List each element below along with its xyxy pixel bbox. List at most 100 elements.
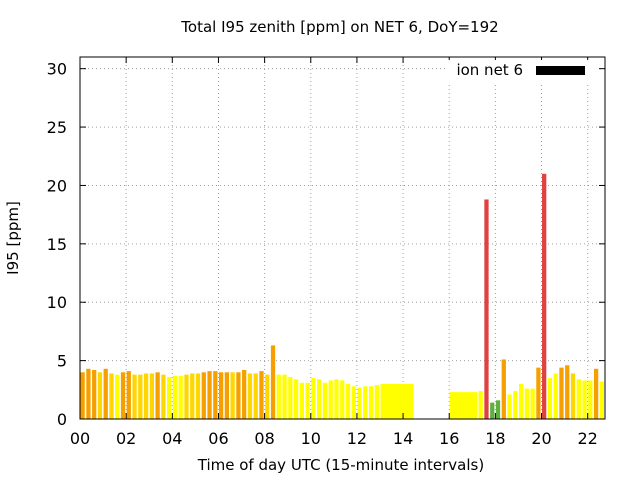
bar [513,390,518,419]
bar [490,402,495,419]
x-axis-title: Time of day UTC (15-minute intervals) [197,456,484,474]
bar [542,173,547,419]
bar [547,378,553,419]
bar [190,373,195,419]
bar [138,374,143,419]
y-tick-label: 25 [47,118,67,137]
bar [599,381,604,419]
bar [374,385,379,419]
bar [218,372,224,419]
bar [236,372,241,419]
bar [178,375,183,419]
bar [484,199,489,419]
y-tick-label: 5 [57,352,67,371]
bar [143,373,149,419]
bar [155,372,160,419]
bar [247,373,253,419]
bar [518,383,524,419]
bar [149,373,154,419]
grid [80,57,605,419]
x-tick-label: 12 [347,429,367,448]
bar [126,371,131,419]
x-tick-label: 22 [578,429,598,448]
bar [495,400,501,419]
legend-swatch [536,66,585,75]
bar [576,379,581,419]
bar [253,373,258,419]
bar [588,380,593,419]
y-axis-title: I95 [ppm] [4,201,22,275]
bar [120,372,126,419]
bar [265,374,270,419]
x-tick-label: 10 [301,429,321,448]
bar [109,373,114,419]
bar [328,380,333,419]
axis-ticks [79,57,605,420]
bar [565,365,570,419]
x-tick-label: 14 [393,429,413,448]
bar [207,371,212,419]
bar [536,367,541,419]
bar [132,374,137,419]
x-tick-label: 16 [439,429,459,448]
bar [115,374,120,419]
bar [270,345,276,419]
legend-background [448,60,598,82]
chart-title: Total I95 zenith [ppm] on NET 6, DoY=192 [180,18,498,36]
bar [103,368,108,419]
bar [293,379,299,419]
bar [311,378,316,419]
bar [507,394,512,419]
bar [351,386,356,419]
bar [167,376,172,419]
bar [357,387,362,419]
x-tick-label: 04 [162,429,182,448]
bar [559,367,564,419]
legend: ion net 6 [448,60,598,82]
x-tick-label: 00 [70,429,90,448]
x-tick-label: 02 [116,429,136,448]
bar [345,383,351,419]
bar [570,373,576,419]
bars [80,173,604,419]
bar [305,382,310,419]
x-tick-label: 08 [254,429,274,448]
legend-label: ion net 6 [456,61,523,79]
bar [322,382,328,419]
y-tick-label: 0 [57,410,67,429]
bar [317,379,322,419]
y-tick-label: 30 [47,60,67,79]
bar [288,376,293,419]
y-tick-labels: 0 5 10 15 20 25 30 [47,60,67,429]
bar [449,392,478,419]
bar [363,386,368,419]
bar [242,369,247,419]
y-tick-label: 10 [47,293,67,312]
bar [259,371,264,419]
x-tick-label: 06 [208,429,228,448]
y-tick-label: 20 [47,176,67,195]
bar [553,373,558,419]
x-tick-labels: 00 02 04 06 08 10 12 14 16 18 20 22 [70,429,598,448]
bar [593,368,599,419]
bar [368,386,374,419]
bar [201,372,206,419]
bar [80,372,85,419]
bar [230,372,235,419]
bar [172,375,178,419]
bar [213,371,218,419]
bar [86,368,91,419]
bar [92,369,97,419]
bar [195,373,201,419]
bar [334,379,339,419]
bar [478,390,483,419]
bar [340,380,345,419]
y-tick-label: 15 [47,235,67,254]
bar [276,374,281,419]
bar [97,372,103,419]
bar [224,372,229,419]
bar [299,382,304,419]
x-tick-label: 18 [485,429,505,448]
